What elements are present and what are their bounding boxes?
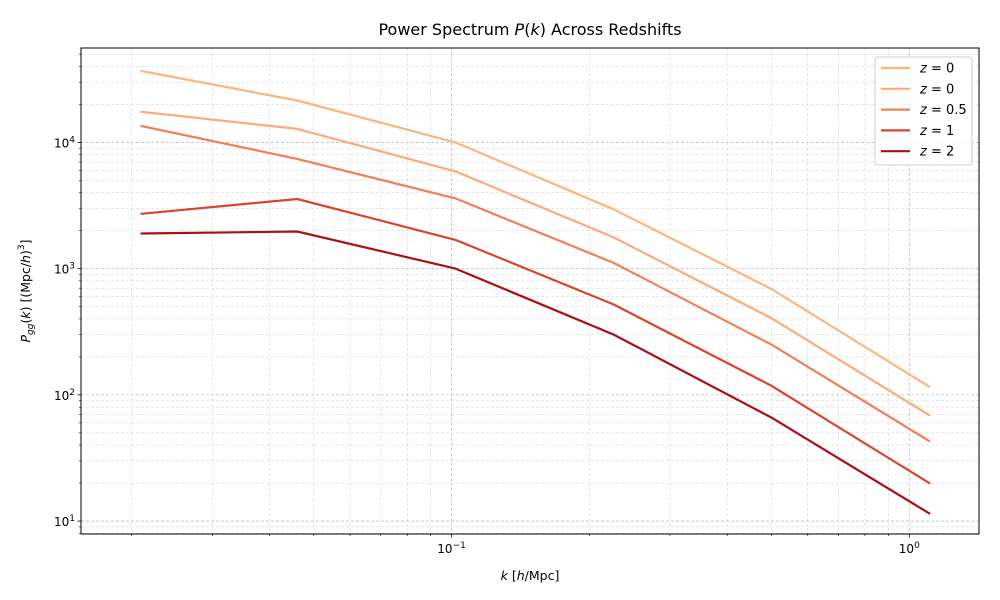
chart-title: Power Spectrum P(k) Across Redshifts [378,20,681,39]
legend-label-2: z = 0.5 [919,103,967,118]
title-part-2: P [515,20,525,39]
axis-ticks [77,53,910,538]
minor-gridlines [81,48,979,534]
x-axis-label: k [h/Mpc] [501,568,560,583]
tick-labels: 10−1 100 101 102 103 104 [54,135,920,556]
y-tick-label: 101 [54,514,75,529]
series-line-3 [140,197,931,485]
y-tick-label: 102 [54,388,75,403]
title-part-1: Power Spectrum [378,20,514,39]
legend-box [874,56,973,166]
y-tick-label: 104 [54,135,75,150]
title-part-4: k [530,20,540,39]
y-axis-label: Pgg(k) [(Mpc/h)3] [17,240,36,343]
series-line-2 [140,124,931,443]
series-line-4 [140,230,931,515]
title-part-5: ) Across Redshifts [540,20,682,39]
title-part-3: ( [524,20,530,39]
legend-label-4: z = 2 [919,145,954,160]
x-tick-label: 10−1 [437,541,466,556]
legend-label-0: z = 0 [919,62,954,77]
series-line-0 [140,69,931,388]
y-tick-label: 103 [54,262,75,277]
series-line-1 [140,110,931,417]
legend: z = 0 z = 0 z = 0.5 z = 1 z = 2 [874,56,973,166]
legend-label-1: z = 0 [919,82,954,97]
plot-frame [80,47,980,535]
series-lines [140,69,931,515]
x-tick-label: 100 [899,541,920,556]
legend-label-3: z = 1 [919,124,954,139]
